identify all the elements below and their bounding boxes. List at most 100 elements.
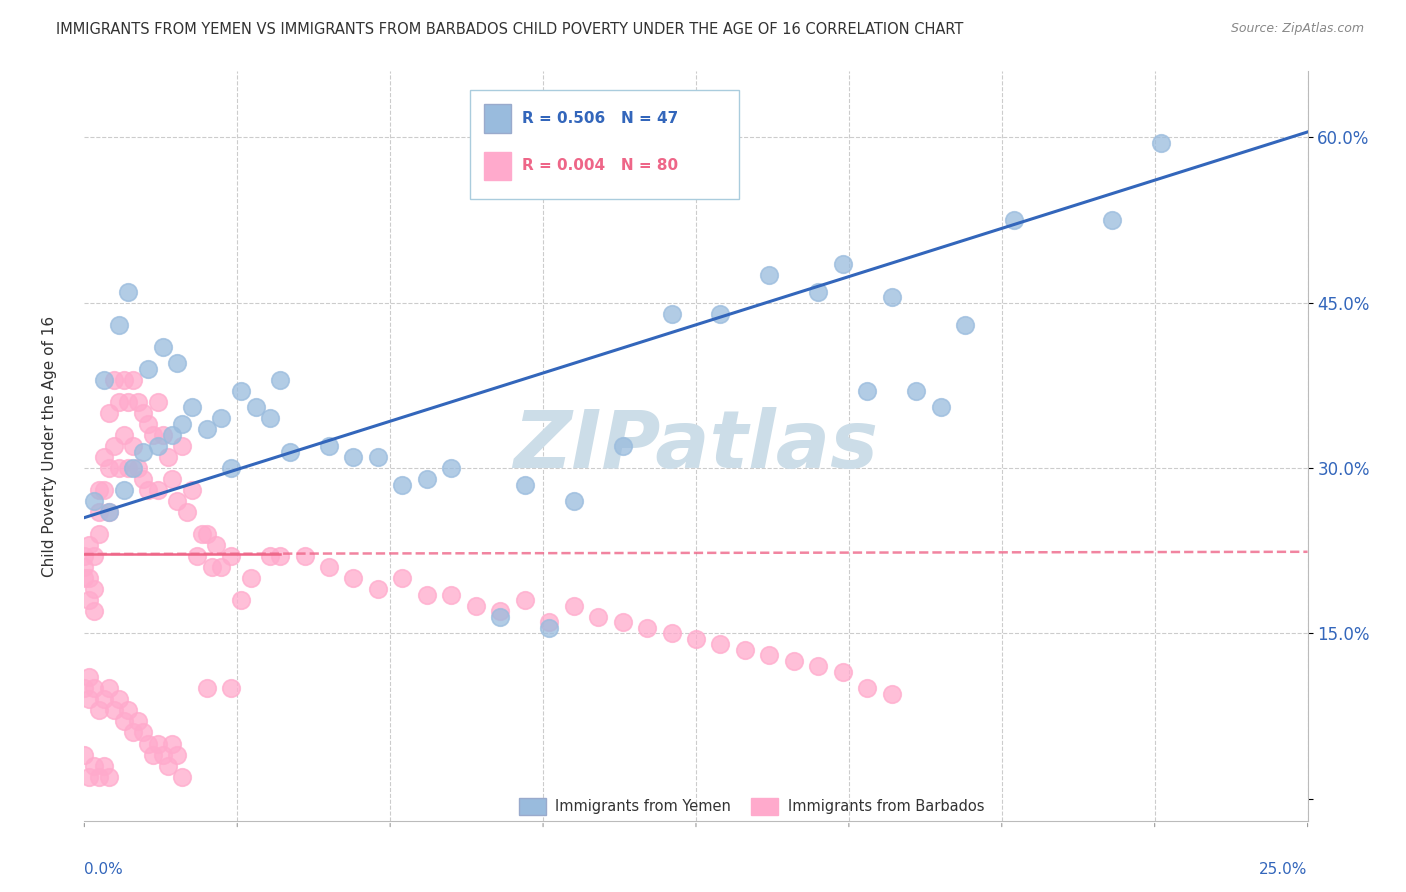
Text: Immigrants from Yemen: Immigrants from Yemen [555, 799, 731, 814]
Point [416, 588, 439, 602]
Point [103, 703, 125, 717]
Point [107, 692, 129, 706]
FancyBboxPatch shape [470, 90, 738, 199]
Point [97, 461, 120, 475]
Point [122, 373, 145, 387]
Point [195, 681, 218, 696]
Point [93, 692, 115, 706]
Point [162, 428, 184, 442]
Point [880, 687, 903, 701]
Point [929, 401, 952, 415]
Text: R = 0.004   N = 80: R = 0.004 N = 80 [522, 158, 679, 173]
Point [93, 373, 115, 387]
Point [73, 560, 96, 574]
Point [172, 770, 194, 784]
Point [245, 401, 267, 415]
Point [172, 417, 194, 431]
Point [122, 439, 145, 453]
Point [612, 439, 634, 453]
Point [87, 483, 110, 497]
Point [856, 681, 879, 696]
Point [107, 461, 129, 475]
Point [77, 593, 100, 607]
Point [112, 373, 135, 387]
Point [172, 439, 194, 453]
Point [318, 560, 340, 574]
Point [269, 549, 291, 564]
Text: ZIPatlas: ZIPatlas [513, 407, 879, 485]
Point [367, 450, 389, 464]
Text: Source: ZipAtlas.com: Source: ZipAtlas.com [1230, 22, 1364, 36]
Point [181, 483, 204, 497]
Point [77, 571, 100, 585]
Point [83, 494, 105, 508]
Point [294, 549, 316, 564]
Point [709, 637, 731, 651]
Point [152, 340, 174, 354]
Point [612, 615, 634, 630]
Point [83, 758, 105, 772]
Point [259, 411, 281, 425]
Point [513, 593, 536, 607]
Point [416, 472, 439, 486]
Point [73, 571, 96, 585]
Point [219, 549, 242, 564]
Point [83, 582, 105, 597]
Point [807, 285, 830, 299]
Point [758, 268, 780, 283]
Point [367, 582, 389, 597]
Point [318, 439, 340, 453]
Point [93, 758, 115, 772]
Point [132, 472, 155, 486]
Point [83, 604, 105, 618]
Point [176, 505, 198, 519]
Point [97, 505, 120, 519]
Bar [519, 798, 546, 814]
Point [586, 609, 609, 624]
Point [77, 670, 100, 684]
Point [107, 395, 129, 409]
Point [880, 290, 903, 304]
Point [136, 737, 159, 751]
Point [77, 770, 100, 784]
Point [166, 356, 188, 370]
Point [112, 428, 135, 442]
Point [107, 318, 129, 332]
Text: Child Poverty Under the Age of 16: Child Poverty Under the Age of 16 [42, 316, 56, 576]
Point [132, 725, 155, 739]
Point [166, 747, 188, 762]
Point [440, 588, 463, 602]
Point [112, 714, 135, 729]
Point [685, 632, 707, 646]
Point [538, 621, 561, 635]
Point [219, 681, 242, 696]
Point [136, 483, 159, 497]
Point [136, 362, 159, 376]
Text: R = 0.506   N = 47: R = 0.506 N = 47 [522, 112, 679, 126]
Text: IMMIGRANTS FROM YEMEN VS IMMIGRANTS FROM BARBADOS CHILD POVERTY UNDER THE AGE OF: IMMIGRANTS FROM YEMEN VS IMMIGRANTS FROM… [56, 22, 963, 37]
Point [783, 654, 806, 668]
Point [229, 384, 252, 398]
Point [489, 604, 512, 618]
Point [200, 560, 222, 574]
Point [831, 257, 853, 271]
Point [127, 714, 149, 729]
Point [83, 681, 105, 696]
Bar [484, 152, 512, 180]
Point [117, 285, 139, 299]
Point [122, 725, 145, 739]
Point [734, 643, 756, 657]
Point [195, 527, 218, 541]
Point [195, 422, 218, 436]
Point [87, 505, 110, 519]
Point [112, 483, 135, 497]
Point [93, 450, 115, 464]
Point [464, 599, 486, 613]
Point [278, 444, 301, 458]
Point [229, 593, 252, 607]
Point [831, 665, 853, 679]
Point [562, 599, 585, 613]
Point [132, 406, 155, 420]
Point [391, 477, 413, 491]
Text: Immigrants from Barbados: Immigrants from Barbados [787, 799, 984, 814]
